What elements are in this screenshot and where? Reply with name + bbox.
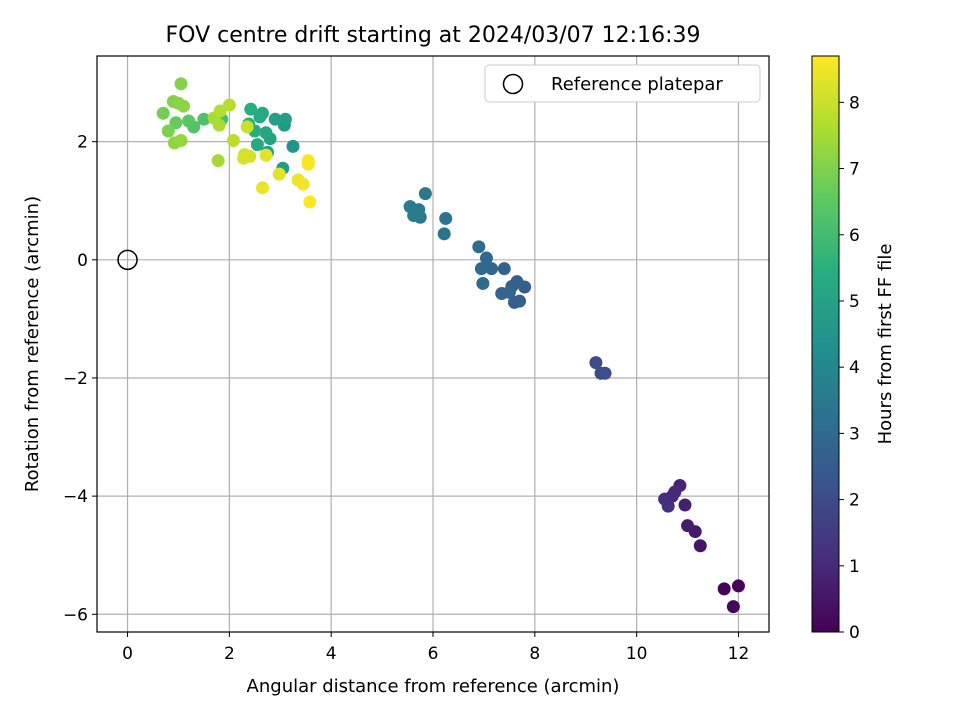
data-point bbox=[237, 151, 251, 165]
data-point bbox=[693, 539, 707, 553]
data-point bbox=[476, 276, 490, 290]
x-tick-label: 6 bbox=[428, 644, 439, 664]
data-point bbox=[678, 498, 692, 512]
x-tick-label: 8 bbox=[529, 644, 540, 664]
reference-platepar-marker bbox=[117, 249, 138, 271]
data-point bbox=[495, 286, 509, 300]
data-point bbox=[174, 133, 188, 147]
data-point bbox=[156, 106, 170, 120]
x-tick-label: 10 bbox=[626, 644, 648, 664]
grid-lines bbox=[97, 56, 769, 632]
y-tick-label: −2 bbox=[63, 369, 88, 389]
data-point bbox=[286, 139, 300, 153]
colorbar-label: Hours from first FF file bbox=[875, 244, 896, 445]
y-axis-label: Rotation from reference (arcmin) bbox=[22, 196, 43, 492]
data-point bbox=[222, 98, 236, 112]
data-point bbox=[437, 227, 451, 241]
data-point bbox=[717, 582, 731, 596]
data-point bbox=[474, 262, 488, 276]
data-point bbox=[681, 519, 695, 533]
data-point bbox=[250, 138, 264, 152]
data-points bbox=[156, 77, 745, 614]
data-point bbox=[507, 295, 521, 309]
colorbar-tick-label: 4 bbox=[849, 358, 860, 378]
legend-box bbox=[484, 64, 761, 103]
data-point bbox=[303, 195, 317, 209]
legend: Reference platepar bbox=[484, 64, 761, 103]
data-point bbox=[439, 211, 453, 225]
x-tick-label: 4 bbox=[326, 644, 337, 664]
data-point bbox=[589, 356, 603, 370]
data-point bbox=[211, 154, 225, 168]
y-tick-label: −4 bbox=[63, 487, 88, 507]
colorbar-tick-label: 8 bbox=[849, 93, 860, 113]
colorbar-tick-label: 2 bbox=[849, 491, 860, 511]
data-point bbox=[253, 110, 267, 124]
colorbar-tick-label: 0 bbox=[849, 623, 860, 643]
y-tick-label: 2 bbox=[77, 133, 88, 153]
data-point bbox=[731, 579, 745, 593]
data-point bbox=[212, 118, 226, 132]
colorbar-ticks: 0 1 2 3 4 5 6 7 8 bbox=[839, 93, 860, 643]
data-point bbox=[272, 167, 286, 181]
data-point bbox=[161, 124, 175, 138]
data-point bbox=[479, 251, 493, 265]
data-point bbox=[497, 262, 511, 276]
colorbar-tick-label: 7 bbox=[849, 160, 860, 180]
data-point bbox=[268, 112, 282, 126]
data-point bbox=[598, 366, 612, 380]
x-axis-ticks: 0 2 4 6 8 10 12 bbox=[122, 632, 749, 664]
colorbar-tick-label: 1 bbox=[849, 557, 860, 577]
y-axis-ticks: −6 −4 −2 0 2 bbox=[63, 133, 97, 625]
chart-title: FOV centre drift starting at 2024/03/07 … bbox=[166, 23, 701, 48]
data-point bbox=[259, 148, 273, 162]
colorbar-tick-label: 5 bbox=[849, 292, 860, 312]
legend-entry-label: Reference platepar bbox=[551, 74, 723, 95]
colorbar-tick-label: 3 bbox=[849, 424, 860, 444]
data-point bbox=[226, 133, 240, 147]
data-point bbox=[403, 200, 417, 214]
data-point bbox=[278, 112, 292, 126]
data-point bbox=[240, 120, 254, 134]
data-point bbox=[197, 112, 211, 126]
data-point bbox=[485, 262, 499, 276]
data-point bbox=[296, 177, 310, 191]
data-point bbox=[255, 181, 269, 195]
x-tick-label: 2 bbox=[224, 644, 235, 664]
data-point bbox=[472, 240, 486, 254]
data-point bbox=[244, 102, 258, 116]
plot-frame bbox=[96, 55, 770, 633]
legend-marker bbox=[502, 73, 524, 95]
x-tick-label: 12 bbox=[728, 644, 750, 664]
colorbar bbox=[811, 55, 840, 633]
data-point bbox=[301, 154, 315, 168]
data-point bbox=[174, 77, 188, 91]
data-point bbox=[177, 99, 191, 113]
y-tick-label: 0 bbox=[77, 251, 88, 271]
data-point bbox=[182, 114, 196, 128]
data-point bbox=[418, 187, 432, 201]
data-point bbox=[726, 600, 740, 614]
colorbar-tick-label: 6 bbox=[849, 226, 860, 246]
x-tick-label: 0 bbox=[122, 644, 133, 664]
data-point bbox=[259, 126, 273, 140]
data-point bbox=[169, 116, 183, 130]
y-tick-label: −6 bbox=[63, 605, 88, 625]
x-axis-label: Angular distance from reference (arcmin) bbox=[247, 676, 620, 697]
data-point bbox=[661, 499, 675, 513]
